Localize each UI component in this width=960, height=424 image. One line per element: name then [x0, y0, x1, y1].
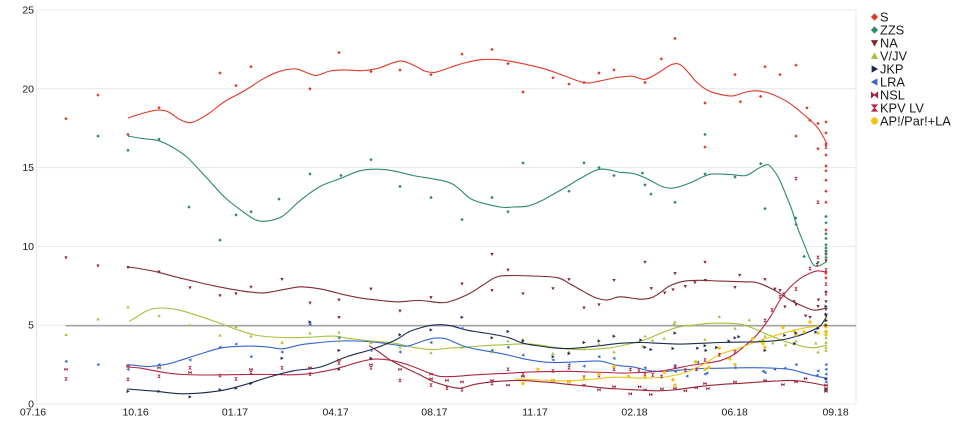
- svg-text:V/JV: V/JV: [880, 48, 907, 63]
- svg-text:07.16: 07.16: [20, 407, 46, 419]
- svg-text:09.18: 09.18: [822, 407, 848, 419]
- svg-text:AP!/Par!+LA: AP!/Par!+LA: [880, 113, 951, 128]
- svg-text:08.17: 08.17: [421, 407, 447, 419]
- svg-text:KPV LV: KPV LV: [880, 100, 924, 115]
- svg-text:10.16: 10.16: [122, 407, 148, 419]
- svg-text:S: S: [880, 9, 889, 24]
- svg-text:04.17: 04.17: [322, 407, 348, 419]
- svg-text:NSL: NSL: [880, 87, 905, 102]
- svg-text:5: 5: [28, 320, 34, 332]
- svg-text:10: 10: [22, 241, 34, 253]
- svg-text:06.18: 06.18: [722, 407, 748, 419]
- svg-text:20: 20: [22, 83, 34, 95]
- svg-text:NA: NA: [880, 35, 898, 50]
- svg-text:25: 25: [22, 5, 34, 17]
- svg-text:01.17: 01.17: [222, 407, 248, 419]
- svg-text:ZZS: ZZS: [880, 22, 904, 37]
- svg-text:JKP: JKP: [880, 61, 903, 76]
- svg-text:0: 0: [28, 399, 34, 411]
- svg-text:LRA: LRA: [880, 74, 905, 89]
- svg-text:11.17: 11.17: [522, 407, 548, 419]
- svg-text:15: 15: [22, 162, 34, 174]
- svg-text:02.18: 02.18: [621, 407, 647, 419]
